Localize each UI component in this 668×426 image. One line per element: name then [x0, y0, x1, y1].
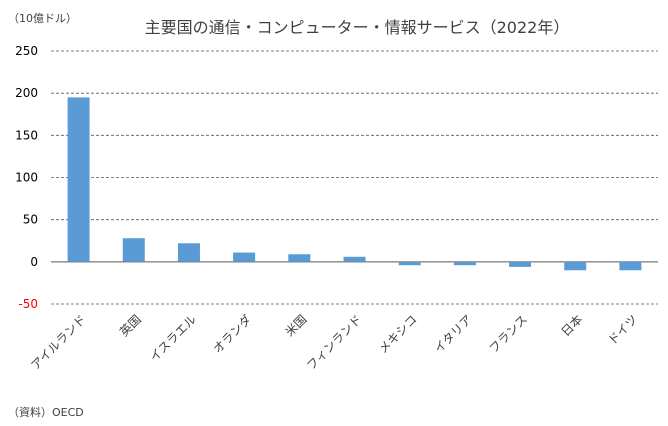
- category-label: 日本: [558, 312, 585, 339]
- bar: [509, 261, 532, 267]
- chart-title: 主要国の通信・コンピューター・情報サービス（2022年）: [145, 18, 570, 37]
- category-label: 米国: [283, 312, 310, 339]
- category-labels: アイルランド 英国 イスラエル オランダ 米国フィンランド メキシコ イタリア フランス 日本ド…: [28, 312, 640, 373]
- bar: [398, 261, 421, 266]
- category-label: メキシコ: [376, 312, 420, 356]
- category-label: 英国: [117, 312, 144, 339]
- y-tick-label: 150: [15, 128, 38, 142]
- category-label: フランス: [486, 312, 530, 356]
- category-label: フィンランド: [304, 312, 365, 373]
- category-label: アイルランド: [28, 312, 88, 372]
- y-tick-label: 50: [23, 213, 38, 227]
- bar: [177, 243, 200, 262]
- category-label: オランダ: [210, 312, 255, 357]
- bar: [343, 256, 366, 262]
- category-label: ドイツ: [605, 312, 640, 347]
- bar: [122, 238, 145, 262]
- gridlines: [51, 50, 658, 305]
- bars: [67, 97, 642, 271]
- bar: [564, 261, 587, 271]
- bar: [288, 254, 311, 262]
- y-axis-unit-label: （10億ドル）: [8, 12, 77, 25]
- bar: [619, 261, 642, 271]
- bar: [233, 252, 256, 262]
- y-tick-label: 200: [15, 86, 38, 100]
- y-tick-label: 0: [30, 255, 38, 269]
- category-label: イスラエル: [147, 312, 199, 364]
- source-note: （資料）OECD: [8, 405, 84, 419]
- bar: [453, 261, 476, 266]
- y-tick-label: 250: [15, 44, 38, 58]
- y-tick-label: -50: [18, 297, 38, 311]
- y-tick-label: 100: [15, 171, 38, 185]
- y-axis-ticks: 250 200 150 100 50 0 -50: [15, 44, 38, 311]
- bar: [67, 97, 90, 262]
- category-label: イタリア: [431, 312, 475, 356]
